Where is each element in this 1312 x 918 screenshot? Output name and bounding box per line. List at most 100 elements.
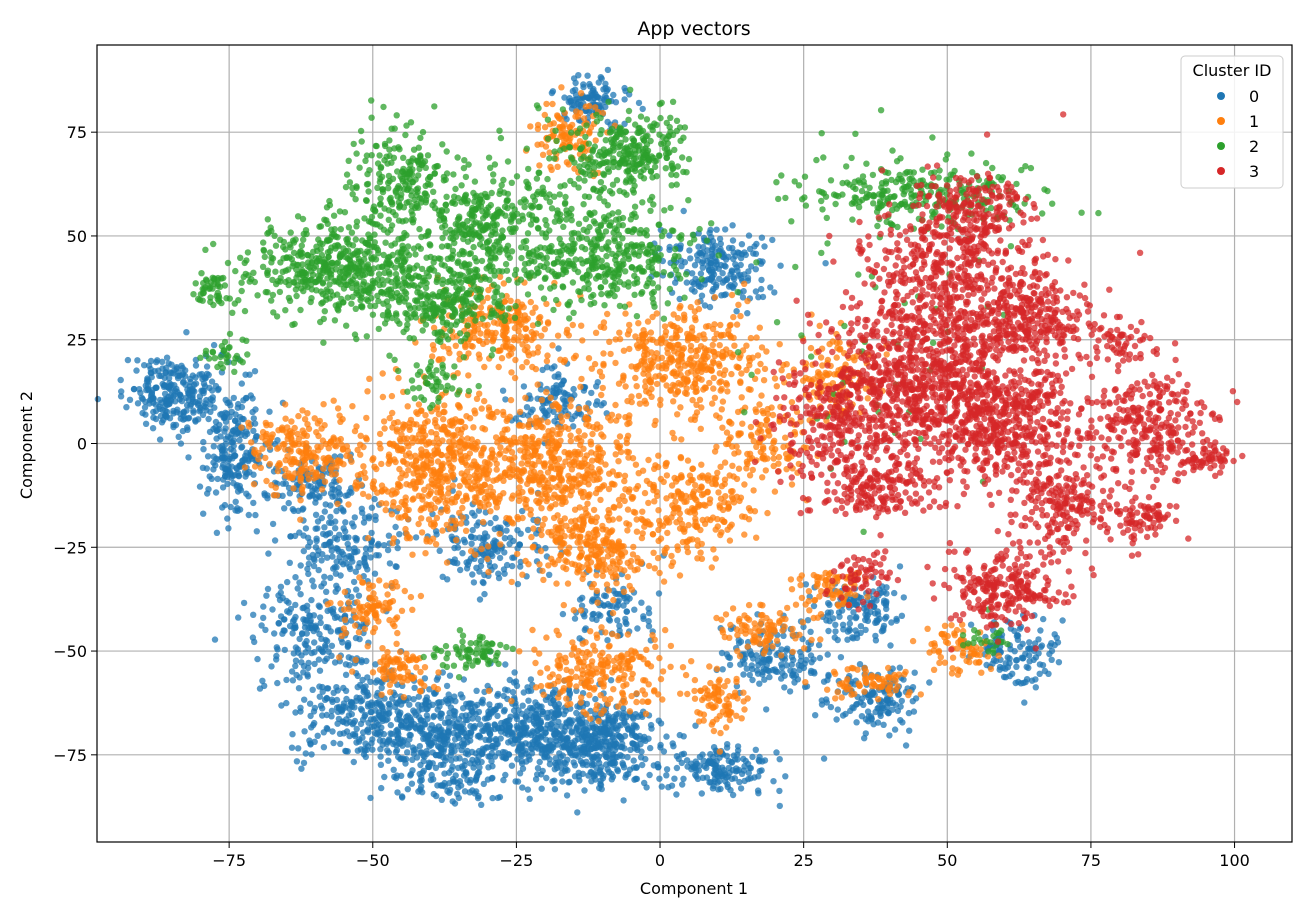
scatter-point bbox=[444, 507, 451, 514]
scatter-point bbox=[454, 790, 461, 798]
scatter-point bbox=[708, 367, 715, 374]
scatter-point bbox=[731, 342, 738, 349]
scatter-point bbox=[627, 746, 634, 753]
scatter-point bbox=[597, 780, 604, 787]
scatter-point bbox=[511, 324, 519, 332]
scatter-point bbox=[298, 765, 305, 772]
scatter-point bbox=[365, 493, 372, 500]
scatter-point bbox=[648, 360, 655, 367]
scatter-point bbox=[543, 100, 550, 108]
scatter-point bbox=[709, 400, 716, 407]
scatter-point bbox=[350, 758, 357, 766]
scatter-point bbox=[522, 317, 529, 324]
scatter-point bbox=[383, 500, 390, 507]
scatter-point bbox=[541, 326, 548, 333]
scatter-point bbox=[511, 374, 519, 382]
scatter-point bbox=[145, 362, 153, 369]
scatter-point bbox=[525, 412, 532, 419]
scatter-point bbox=[607, 417, 614, 424]
scatter-point bbox=[444, 497, 451, 504]
scatter-point bbox=[684, 330, 691, 338]
scatter-point bbox=[326, 519, 333, 526]
scatter-point bbox=[351, 545, 358, 552]
scatter-point bbox=[212, 489, 220, 496]
scatter-point bbox=[539, 405, 546, 412]
scatter-point bbox=[538, 396, 545, 404]
scatter-point bbox=[926, 679, 933, 686]
scatter-point bbox=[433, 531, 440, 538]
scatter-point bbox=[312, 511, 320, 518]
scatter-point bbox=[445, 490, 452, 497]
scatter-point bbox=[810, 602, 818, 610]
scatter-point bbox=[266, 408, 273, 415]
scatter-point bbox=[632, 333, 639, 340]
scatter-point bbox=[307, 740, 314, 747]
scatter-point bbox=[356, 635, 363, 643]
scatter-point bbox=[725, 757, 732, 764]
scatter-point bbox=[498, 355, 506, 362]
scatter-point bbox=[514, 724, 522, 731]
scatter-point bbox=[771, 375, 779, 382]
scatter-point bbox=[281, 646, 288, 654]
scatter-point bbox=[559, 778, 566, 785]
scatter-point bbox=[378, 460, 385, 468]
scatter-point bbox=[578, 730, 586, 737]
scatter-point bbox=[358, 505, 365, 512]
scatter-point bbox=[745, 354, 753, 362]
scatter-point bbox=[473, 469, 481, 476]
scatter-point bbox=[635, 392, 643, 400]
scatter-point bbox=[378, 715, 385, 722]
scatter-point bbox=[351, 704, 358, 711]
scatter-point bbox=[177, 440, 185, 447]
scatter-point bbox=[686, 247, 693, 254]
scatter-point bbox=[222, 435, 229, 443]
scatter-point bbox=[623, 608, 630, 615]
scatter-point bbox=[337, 740, 344, 747]
scatter-point bbox=[583, 700, 591, 708]
scatter-point bbox=[572, 352, 579, 359]
scatter-point bbox=[693, 352, 700, 360]
scatter-point bbox=[448, 743, 455, 750]
scatter-point bbox=[689, 334, 697, 342]
scatter-point bbox=[748, 263, 755, 270]
scatter-point bbox=[542, 725, 549, 732]
scatter-point bbox=[244, 430, 251, 437]
scatter-point bbox=[784, 645, 791, 652]
scatter-point bbox=[265, 550, 272, 557]
scatter-point bbox=[1022, 678, 1029, 686]
scatter-point bbox=[896, 563, 904, 570]
scatter-point bbox=[818, 701, 826, 708]
scatter-point bbox=[400, 737, 408, 744]
scatter-point bbox=[543, 357, 551, 365]
scatter-point bbox=[118, 388, 125, 395]
scatter-point bbox=[224, 515, 231, 522]
scatter-point bbox=[824, 676, 831, 684]
scatter-point bbox=[449, 482, 456, 489]
scatter-point bbox=[816, 654, 824, 662]
scatter-point bbox=[434, 742, 442, 750]
scatter-point bbox=[755, 294, 762, 301]
scatter-point bbox=[592, 329, 600, 336]
scatter-point bbox=[1026, 639, 1033, 646]
scatter-point bbox=[460, 705, 467, 712]
scatter-point bbox=[546, 407, 553, 414]
scatter-point bbox=[356, 736, 363, 743]
scatter-point bbox=[867, 698, 874, 705]
scatter-point bbox=[324, 725, 331, 733]
scatter-point bbox=[889, 699, 897, 707]
scatter-point bbox=[365, 700, 372, 708]
scatter-point bbox=[523, 724, 530, 731]
scatter-point bbox=[547, 163, 554, 171]
scatter-point bbox=[470, 424, 477, 431]
scatter-point bbox=[233, 483, 240, 490]
scatter-point bbox=[297, 562, 304, 569]
scatter-point bbox=[614, 590, 621, 598]
scatter-point bbox=[179, 427, 187, 435]
scatter-point bbox=[586, 80, 593, 88]
scatter-point bbox=[706, 303, 714, 311]
scatter-point bbox=[891, 726, 899, 733]
scatter-point bbox=[587, 745, 595, 753]
scatter-point bbox=[250, 499, 257, 507]
scatter-point bbox=[514, 308, 521, 316]
scatter-point bbox=[380, 542, 388, 549]
